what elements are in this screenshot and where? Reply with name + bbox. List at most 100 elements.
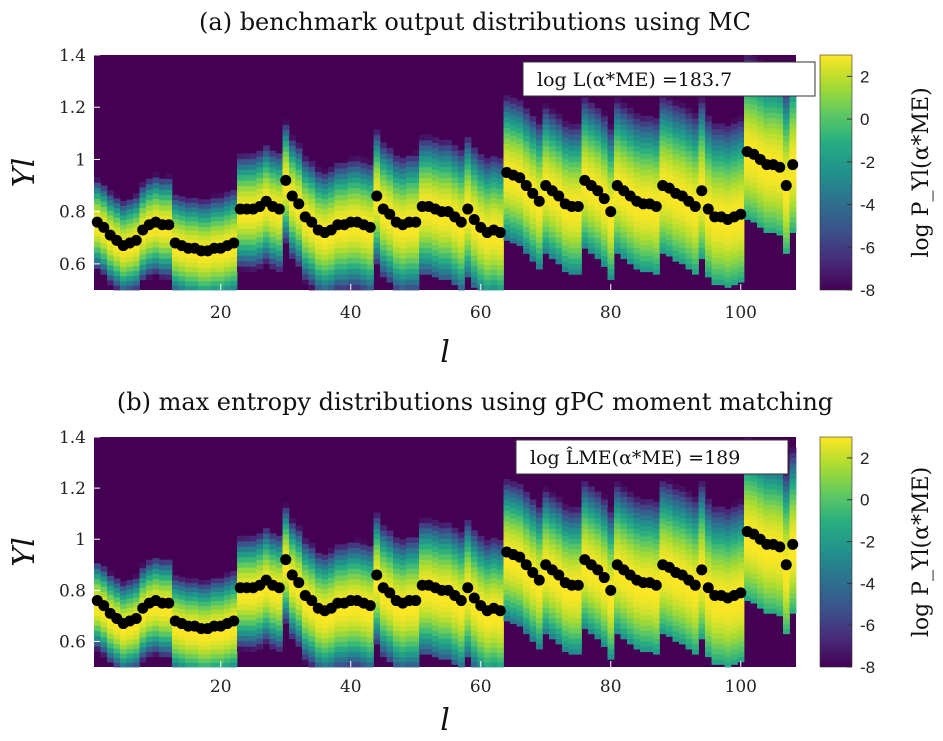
heatmap-cell	[523, 570, 530, 577]
heatmap-cell	[542, 119, 550, 125]
heatmap-cell	[204, 226, 212, 232]
heatmap-cell	[763, 222, 771, 228]
heatmap-cell	[230, 662, 238, 668]
heatmap-cell	[100, 581, 108, 587]
heatmap-cell	[458, 198, 465, 205]
heatmap-cell	[542, 194, 550, 201]
heatmap-cell	[458, 573, 465, 580]
heatmap-cell	[276, 266, 283, 272]
heatmap-cell	[289, 633, 296, 640]
heatmap-cell	[445, 172, 452, 178]
heatmap-cell	[94, 620, 101, 626]
heatmap-cell	[542, 215, 550, 222]
heatmap-cell	[133, 653, 140, 659]
heatmap-cell	[172, 204, 179, 210]
heatmap-cell	[536, 501, 543, 508]
heatmap-cell	[614, 518, 621, 524]
heatmap-cell	[653, 156, 660, 162]
heatmap-cell	[94, 630, 101, 637]
heatmap-cell	[497, 163, 504, 169]
heatmap-cell	[263, 543, 270, 550]
heatmap-cell	[295, 164, 303, 170]
heatmap-cell	[230, 579, 238, 585]
heatmap-cell	[646, 142, 654, 149]
heatmap-cell	[367, 201, 374, 207]
heatmap-cell	[757, 100, 764, 107]
heatmap-cell	[224, 271, 231, 277]
heatmap-cell	[367, 581, 374, 587]
heatmap-cell	[308, 166, 316, 173]
heatmap-cell	[588, 226, 595, 233]
heatmap-cell	[497, 208, 504, 215]
heatmap-cell	[386, 276, 394, 283]
heatmap-cell	[692, 188, 699, 195]
heatmap-cell	[107, 265, 114, 271]
heatmap-cell	[159, 590, 166, 596]
heatmap-cell	[568, 538, 576, 545]
heatmap-cell	[438, 263, 446, 270]
heatmap-cell	[672, 153, 680, 160]
heatmap-cell	[282, 135, 290, 142]
observation-point	[605, 206, 617, 218]
heatmap-cell	[152, 193, 160, 200]
heatmap-cell	[269, 225, 277, 232]
heatmap-cell	[601, 228, 608, 235]
observation-point	[689, 200, 701, 212]
heatmap-cell	[354, 563, 361, 569]
heatmap-cell	[146, 205, 153, 211]
heatmap-cell	[302, 155, 309, 162]
heatmap-cell	[536, 596, 543, 603]
heatmap-cell	[146, 247, 153, 254]
heatmap-cell	[516, 181, 524, 187]
heatmap-cell	[328, 279, 335, 286]
heatmap-cell	[718, 279, 725, 286]
heatmap-cell	[256, 231, 264, 238]
heatmap-cell	[126, 247, 134, 253]
heatmap-cell	[620, 118, 628, 125]
heatmap-cell	[458, 578, 465, 585]
heatmap-cell	[315, 647, 322, 653]
heatmap-cell	[627, 226, 634, 233]
heatmap-cell	[432, 614, 439, 621]
heatmap-cell	[471, 255, 478, 261]
heatmap-cell	[633, 140, 641, 146]
heatmap-cell	[373, 237, 381, 243]
heatmap-cell	[438, 188, 446, 194]
heatmap-cell	[380, 255, 387, 262]
heatmap-cell	[568, 617, 576, 624]
heatmap-cell	[588, 108, 595, 115]
heatmap-cell	[724, 179, 732, 186]
heatmap-cell	[289, 167, 296, 173]
heatmap-cell	[276, 190, 283, 197]
heatmap-cell	[126, 584, 134, 590]
heatmap-cell	[731, 274, 738, 280]
heatmap-cell	[646, 499, 654, 505]
heatmap-cell	[685, 226, 693, 232]
heatmap-cell	[367, 586, 374, 592]
heatmap-cell	[100, 185, 108, 192]
heatmap-cell	[770, 149, 777, 155]
heatmap-cell	[191, 596, 199, 601]
heatmap-cell	[237, 266, 244, 272]
heatmap-cell	[698, 102, 706, 109]
heatmap-cell	[256, 538, 264, 545]
heatmap-cell	[419, 182, 426, 189]
heatmap-cell	[627, 237, 634, 243]
heatmap-cell	[282, 129, 290, 136]
heatmap-cell	[334, 284, 342, 291]
heatmap-cell	[705, 121, 712, 127]
heatmap-cell	[672, 250, 680, 257]
heatmap-cell	[256, 188, 264, 195]
heatmap-cell	[393, 257, 400, 264]
heatmap-cell	[380, 266, 387, 272]
heatmap-cell	[412, 182, 420, 189]
heatmap-cell	[425, 193, 433, 200]
heatmap-cell	[373, 601, 381, 608]
heatmap-cell	[354, 241, 361, 248]
heatmap-cell	[516, 224, 524, 230]
heatmap-cell	[373, 253, 381, 259]
heatmap-cell	[302, 548, 309, 555]
heatmap-cell	[542, 486, 550, 493]
heatmap-cell	[133, 573, 140, 579]
heatmap-cell	[490, 557, 498, 564]
